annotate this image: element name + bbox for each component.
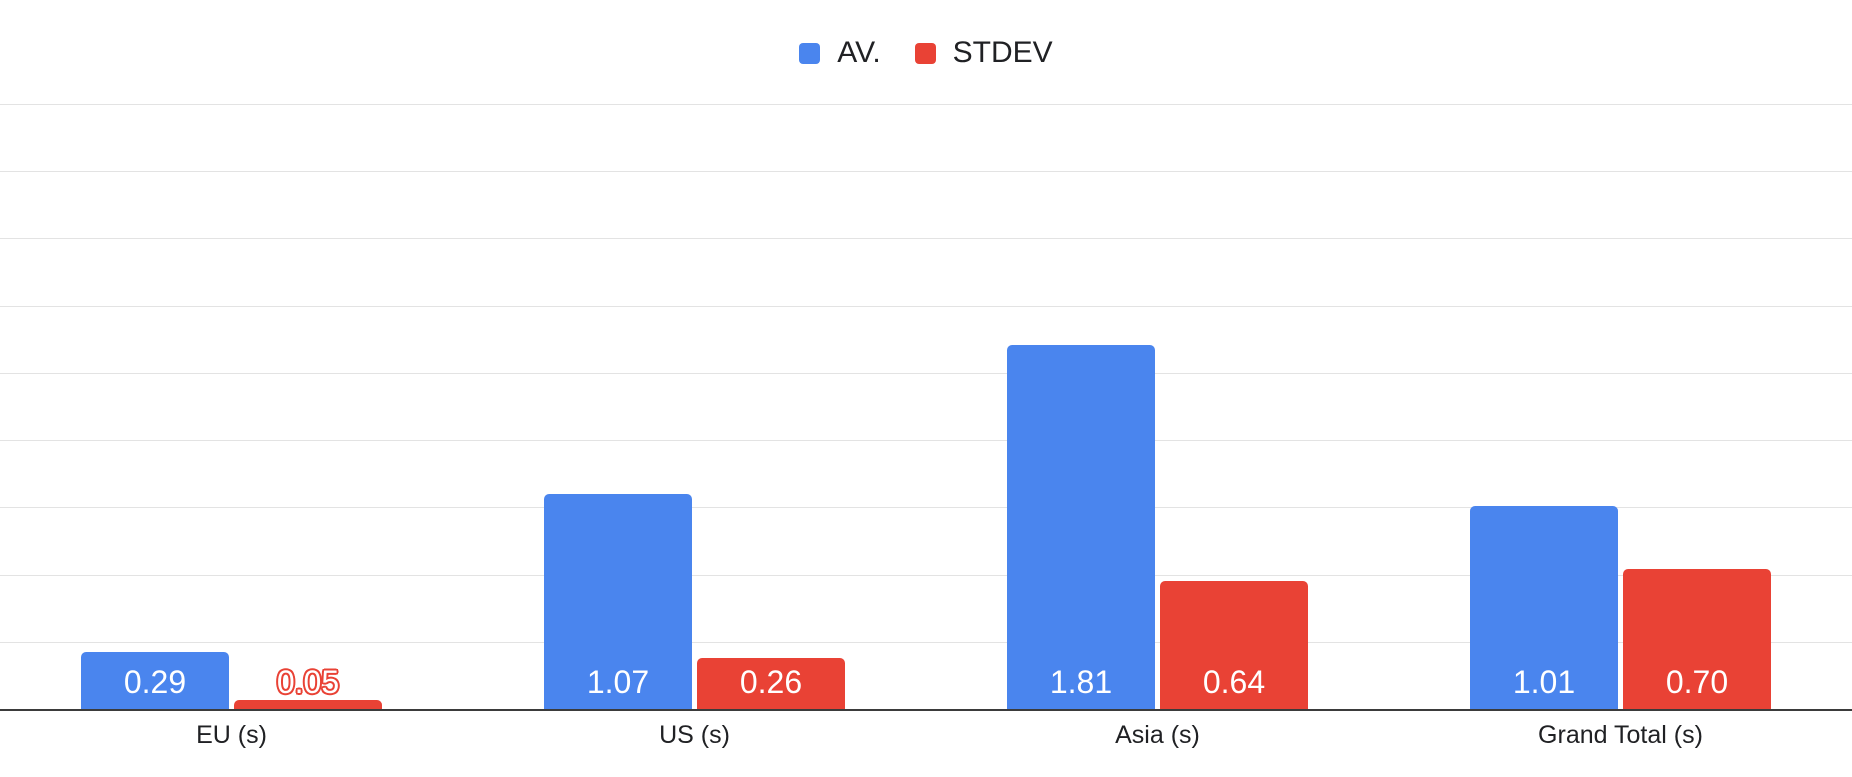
gridline [0,440,1852,442]
bar-stdev-asia-s[interactable] [1160,580,1308,710]
bar-slot: 1.07 [544,105,692,710]
data-label-av-asia-s: 1.81 [1049,664,1113,700]
bar-slot: 0.70 [1623,105,1771,710]
data-label-av-us-s: 1.07 [586,664,650,700]
chart-legend: AV. STDEV [0,36,1852,70]
legend-item-av[interactable]: AV. [799,36,881,70]
bar-av-us-s[interactable] [544,494,692,710]
category-label-grand-total-s: Grand Total (s) [1538,721,1703,749]
data-label-av-grand-total-s: 1.01 [1512,664,1576,700]
data-label-stdev-grand-total-s: 0.70 [1665,664,1729,700]
gridline [0,574,1852,576]
bar-stdev-eu-s[interactable] [234,699,382,710]
legend-swatch-icon [799,42,821,64]
bar-slot: 0.05 [234,105,382,710]
bar-slot: 0.64 [1160,105,1308,710]
bar-slot: 0.26 [697,105,845,710]
bar-group-eu-s: 0.29 0.05 [0,105,463,710]
category-axis-labels: EU (s) US (s) Asia (s) Grand Total (s) [0,721,1852,750]
bar-group-us-s: 1.07 0.26 [463,105,926,710]
plot-area: 0.29 0.05 1.07 0.26 1.81 0.64 1.01 0.70 [0,104,1852,711]
bar-groups: 0.29 0.05 1.07 0.26 1.81 0.64 1.01 0.70 [0,105,1852,710]
category-label-asia-s: Asia (s) [1115,721,1200,749]
gridline [0,104,1852,105]
gridline [0,507,1852,509]
gridline [0,372,1852,374]
legend-label: STDEV [952,36,1053,69]
bar-slot: 1.81 [1007,105,1155,710]
category-label-eu-s: EU (s) [196,721,267,749]
gridline [0,171,1852,173]
legend-item-stdev[interactable]: STDEV [914,36,1053,70]
gridline [0,305,1852,307]
legend-swatch-icon [914,42,936,64]
bar-av-eu-s[interactable] [81,651,229,710]
data-label-stdev-eu-s: 0.05 [276,664,340,700]
gridline [0,641,1852,643]
bar-stdev-grand-total-s[interactable] [1623,568,1771,710]
bar-av-asia-s[interactable] [1007,344,1155,710]
legend-label: AV. [837,36,881,69]
data-label-stdev-asia-s: 0.64 [1202,664,1266,700]
bar-slot: 0.29 [81,105,229,710]
data-label-stdev-us-s: 0.26 [739,664,803,700]
bar-group-grand-total-s: 1.01 0.70 [1389,105,1852,710]
x-axis-line [0,709,1852,711]
bar-av-grand-total-s[interactable] [1470,506,1618,710]
gridline [0,238,1852,240]
data-label-av-eu-s: 0.29 [123,664,187,700]
bar-slot: 1.01 [1470,105,1618,710]
category-label-us-s: US (s) [659,721,730,749]
bar-group-asia-s: 1.81 0.64 [926,105,1389,710]
bar-stdev-us-s[interactable] [697,657,845,710]
